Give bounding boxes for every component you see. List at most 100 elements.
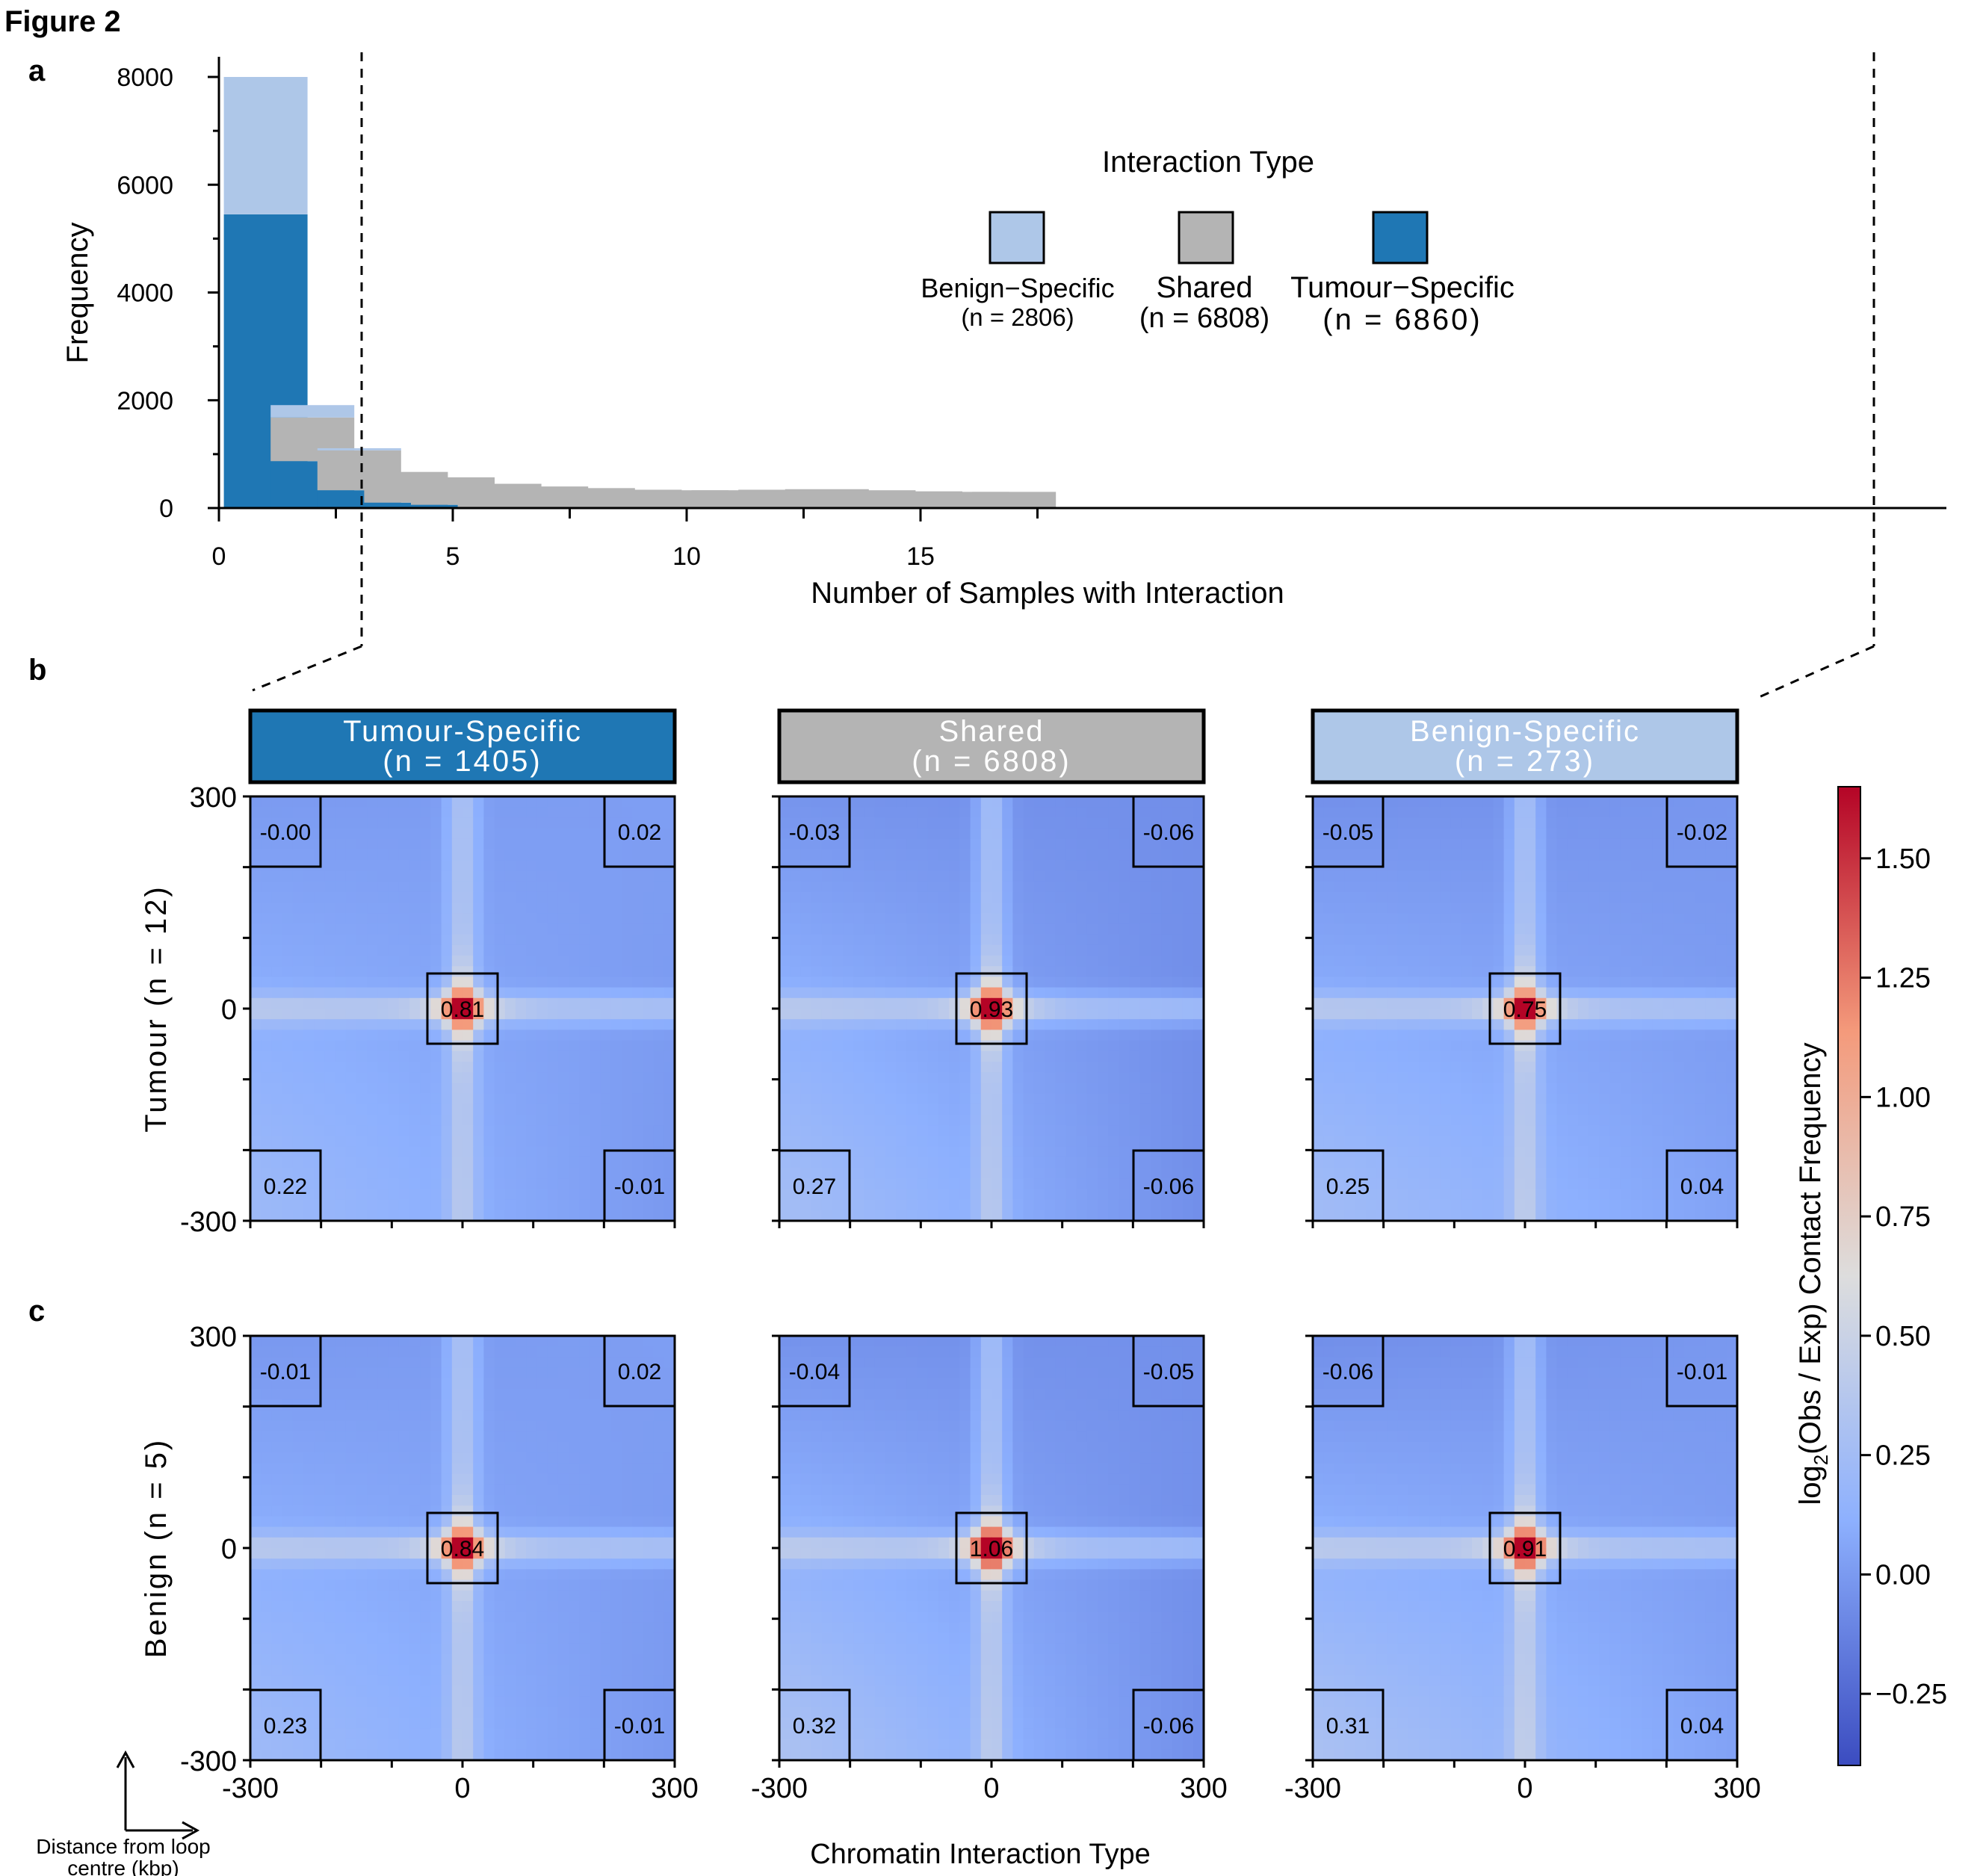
heat-cell: [1313, 1125, 1324, 1136]
heat-cell: [1673, 1157, 1685, 1168]
heat-cell: [938, 1168, 950, 1179]
heat-cell: [292, 997, 304, 1009]
heat-cell: [1065, 1050, 1077, 1062]
heat-cell: [1086, 1050, 1098, 1062]
heat-cell: [1408, 903, 1420, 914]
heat-cell: [1599, 1083, 1611, 1095]
heat-cell: [779, 849, 791, 861]
heat-cell: [1129, 1146, 1141, 1158]
heat-cell: [1631, 1062, 1642, 1073]
heat-cell: [1182, 976, 1194, 988]
heat-cell: [335, 903, 347, 914]
heat-cell: [324, 1168, 336, 1179]
heat-cell: [1323, 997, 1334, 1009]
heat-cell: [779, 997, 791, 1009]
heat-cell: [1419, 944, 1430, 956]
heat-cell: [1129, 838, 1141, 850]
heat-cell: [356, 976, 368, 988]
heat-cell: [1119, 976, 1130, 988]
heat-cell: [811, 1136, 823, 1148]
heat-cell: [569, 870, 580, 882]
heat-cell: [1129, 881, 1141, 893]
heat-cell: [896, 1178, 907, 1189]
heat-cell: [1119, 1146, 1130, 1158]
heat-cell: [557, 881, 569, 893]
heat-cell: [632, 1146, 643, 1158]
heat-cell: [1588, 860, 1600, 871]
heat-cell: [388, 881, 400, 893]
heat-cell: [1567, 860, 1579, 871]
heat-cell: [1673, 849, 1685, 861]
heat-cell: [864, 796, 876, 808]
heat-cell: [335, 1062, 347, 1073]
heat-cell: [1546, 1157, 1558, 1168]
heat-cell: [1578, 1125, 1589, 1136]
heat-cell: [790, 1009, 801, 1020]
heat-cell: [949, 1125, 960, 1136]
heat-cell: [917, 1115, 929, 1126]
heat-cell: [398, 807, 410, 818]
heat-cell: [1397, 1189, 1409, 1201]
heat-cell: [1161, 987, 1172, 999]
heat-cell: [536, 997, 548, 1009]
heat-cell: [1366, 1040, 1377, 1052]
heat-cell: [377, 891, 389, 903]
heat-cell: [600, 881, 612, 893]
heat-cell: [590, 838, 601, 850]
heat-cell: [1108, 997, 1119, 1009]
heat-cell: [1429, 1157, 1441, 1168]
heat-cell: [324, 807, 336, 818]
heat-cell: [473, 1210, 484, 1222]
heat-cell: [1012, 1009, 1024, 1020]
heat-cell: [1662, 828, 1674, 840]
heat-cell: [292, 1050, 304, 1062]
heat-cell: [463, 807, 474, 818]
heat-cell: [557, 1189, 569, 1201]
heat-cell: [1313, 966, 1324, 977]
heat-cell: [398, 1030, 410, 1041]
heat-cell: [653, 1030, 665, 1041]
heat-cell: [610, 944, 622, 956]
heat-cell: [1397, 1093, 1409, 1105]
heat-cell: [1482, 1146, 1494, 1158]
heat-cell: [1450, 1125, 1462, 1136]
heat-cell: [1493, 944, 1505, 956]
heat-cell: [1567, 934, 1579, 946]
heat-cell: [949, 1040, 960, 1052]
heat-cell: [590, 796, 601, 808]
heat-cell: [811, 1050, 823, 1062]
heat-cell: [1429, 1146, 1441, 1158]
heat-cell: [1578, 1189, 1589, 1201]
heat-cell: [917, 796, 929, 808]
heat-cell: [1652, 956, 1664, 967]
heat-cell: [1065, 913, 1077, 924]
heat-cell: [473, 997, 484, 1009]
heat-cell: [632, 1125, 643, 1136]
heat-cell: [643, 1009, 655, 1020]
heat-cell: [261, 1199, 272, 1211]
heat-cell: [1397, 1210, 1409, 1222]
heat-cell: [1726, 1040, 1738, 1052]
heat-cell: [938, 903, 950, 914]
heat-cell: [451, 1210, 463, 1222]
heat-cell: [569, 997, 580, 1009]
heat-cell: [282, 1125, 294, 1136]
heat-cell: [959, 923, 971, 935]
heat-cell: [832, 891, 844, 903]
heat-cell: [1098, 1178, 1109, 1189]
heat-cell: [663, 807, 675, 818]
heat-cell: [632, 1062, 643, 1073]
heat-cell: [292, 1040, 304, 1052]
heat-cell: [1055, 1093, 1066, 1105]
heat-cell: [1192, 1178, 1204, 1189]
heat-cell: [864, 944, 876, 956]
heat-cell: [1108, 923, 1119, 935]
heat-cell: [292, 1210, 304, 1222]
heat-cell: [282, 807, 294, 818]
heat-cell: [1076, 881, 1088, 893]
heat-cell: [1182, 956, 1194, 967]
heat-cell: [451, 1062, 463, 1073]
heat-cell: [1334, 817, 1346, 829]
heat-cell: [536, 1040, 548, 1052]
heat-cell: [1695, 796, 1706, 808]
